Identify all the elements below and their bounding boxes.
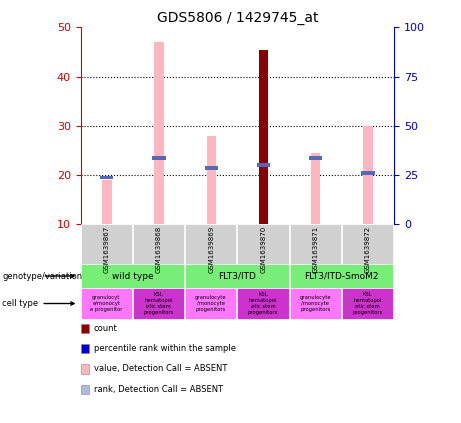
Bar bbox=[237, 224, 289, 264]
Bar bbox=[133, 27, 185, 224]
Bar bbox=[185, 264, 289, 288]
Text: KSL
hematopoi
etic stem
progenitors: KSL hematopoi etic stem progenitors bbox=[143, 292, 174, 315]
Bar bbox=[361, 170, 375, 175]
Text: value, Detection Call = ABSENT: value, Detection Call = ABSENT bbox=[94, 364, 227, 374]
Bar bbox=[342, 224, 393, 264]
Bar bbox=[259, 49, 268, 224]
Bar bbox=[207, 136, 216, 224]
Bar bbox=[342, 27, 394, 224]
Bar bbox=[153, 156, 165, 160]
Bar bbox=[237, 27, 290, 224]
Bar bbox=[185, 288, 236, 319]
Bar bbox=[237, 288, 289, 319]
Bar bbox=[133, 288, 184, 319]
Bar bbox=[311, 153, 320, 224]
Text: granulocyte
/monocyte
progenitors: granulocyte /monocyte progenitors bbox=[300, 295, 331, 312]
Text: percentile rank within the sample: percentile rank within the sample bbox=[94, 344, 236, 353]
Text: GSM1639872: GSM1639872 bbox=[365, 226, 371, 273]
Text: count: count bbox=[94, 324, 118, 333]
Bar bbox=[309, 156, 322, 160]
Bar bbox=[133, 224, 184, 264]
Bar bbox=[100, 176, 113, 179]
Bar bbox=[259, 49, 268, 224]
Bar bbox=[81, 385, 89, 394]
Bar bbox=[81, 364, 89, 374]
Bar bbox=[290, 264, 393, 288]
Text: FLT3/ITD: FLT3/ITD bbox=[218, 272, 256, 280]
Bar bbox=[290, 224, 341, 264]
Bar bbox=[290, 27, 342, 224]
Text: KSL
hematopoi
etic stem
progenitors: KSL hematopoi etic stem progenitors bbox=[352, 292, 383, 315]
Bar bbox=[257, 163, 270, 167]
Text: KSL
hematopoi
etic stem
progenitors: KSL hematopoi etic stem progenitors bbox=[248, 292, 278, 315]
Text: GSM1639867: GSM1639867 bbox=[104, 226, 110, 273]
Bar bbox=[185, 224, 236, 264]
Text: GSM1639871: GSM1639871 bbox=[313, 226, 319, 273]
Text: genotype/variation: genotype/variation bbox=[2, 272, 83, 280]
Bar bbox=[81, 264, 184, 288]
Text: GSM1639868: GSM1639868 bbox=[156, 226, 162, 273]
Text: wild type: wild type bbox=[112, 272, 153, 280]
Bar bbox=[363, 126, 373, 224]
Text: granulocyte
/monocyte
progenitors: granulocyte /monocyte progenitors bbox=[195, 295, 227, 312]
Bar bbox=[81, 288, 132, 319]
Text: GSM1639869: GSM1639869 bbox=[208, 226, 214, 273]
Title: GDS5806 / 1429745_at: GDS5806 / 1429745_at bbox=[157, 11, 318, 25]
Text: cell type: cell type bbox=[2, 299, 74, 308]
Bar bbox=[81, 224, 132, 264]
Bar bbox=[81, 324, 89, 333]
Bar bbox=[81, 27, 133, 224]
Bar bbox=[290, 288, 341, 319]
Bar bbox=[102, 180, 112, 224]
Bar bbox=[205, 166, 218, 170]
Bar bbox=[154, 42, 164, 224]
Bar bbox=[81, 344, 89, 353]
Bar bbox=[342, 288, 393, 319]
Bar bbox=[185, 27, 237, 224]
Text: rank, Detection Call = ABSENT: rank, Detection Call = ABSENT bbox=[94, 385, 223, 394]
Text: FLT3/ITD-SmoM2: FLT3/ITD-SmoM2 bbox=[304, 272, 378, 280]
Text: granulocyt
e/monocyt
e progenitor: granulocyt e/monocyt e progenitor bbox=[90, 295, 123, 312]
Text: GSM1639870: GSM1639870 bbox=[260, 226, 266, 273]
